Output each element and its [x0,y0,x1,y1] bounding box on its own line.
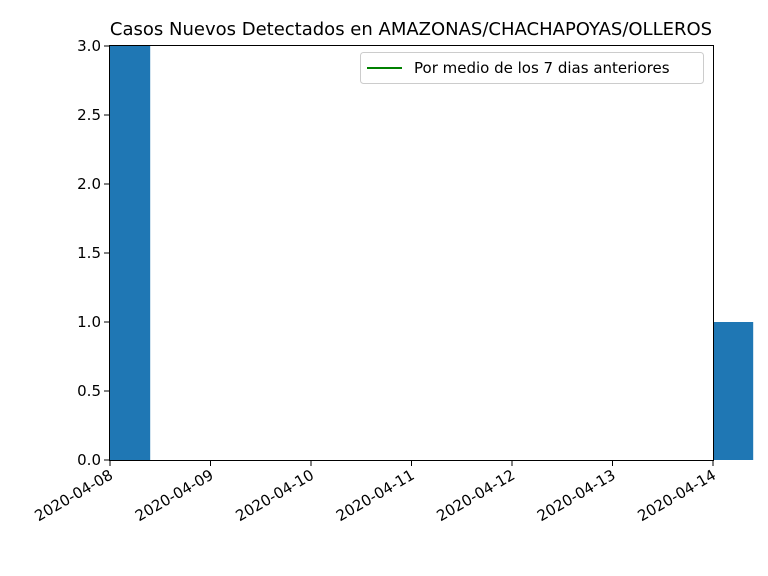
bar-2020-04-14 [713,322,754,460]
x-tick-label: 2020-04-09 [132,466,217,525]
y-tick-label: 1.0 [77,313,101,331]
x-tick-label: 2020-04-08 [31,466,116,525]
legend: Por medio de los 7 dias anteriores [360,52,704,84]
y-tick-label: 3.0 [77,37,101,55]
x-tick-label: 2020-04-14 [634,466,719,525]
x-tick-label: 2020-04-10 [232,466,317,525]
chart-title: Casos Nuevos Detectados en AMAZONAS/CHAC… [110,19,712,40]
y-tick-label: 0.5 [77,382,101,400]
y-axis: 0.0 0.5 1.0 1.5 2.0 2.5 3.0 [77,37,110,469]
legend-box [360,52,704,84]
y-tick-label: 1.5 [77,244,101,262]
bars-layer [110,46,754,460]
x-tick-label: 2020-04-12 [433,466,518,525]
y-tick-label: 0.0 [77,451,101,469]
x-tick-label: 2020-04-11 [333,466,418,525]
y-tick-label: 2.5 [77,106,101,124]
x-axis: 2020-04-08 2020-04-09 2020-04-10 2020-04-11… [31,460,719,525]
y-tick-label: 2.0 [77,175,101,193]
legend-label: Por medio de los 7 dias anteriores [414,59,670,77]
x-tick-label: 2020-04-13 [534,466,619,525]
bar-2020-04-08 [110,46,151,460]
plot-frame [109,45,714,461]
